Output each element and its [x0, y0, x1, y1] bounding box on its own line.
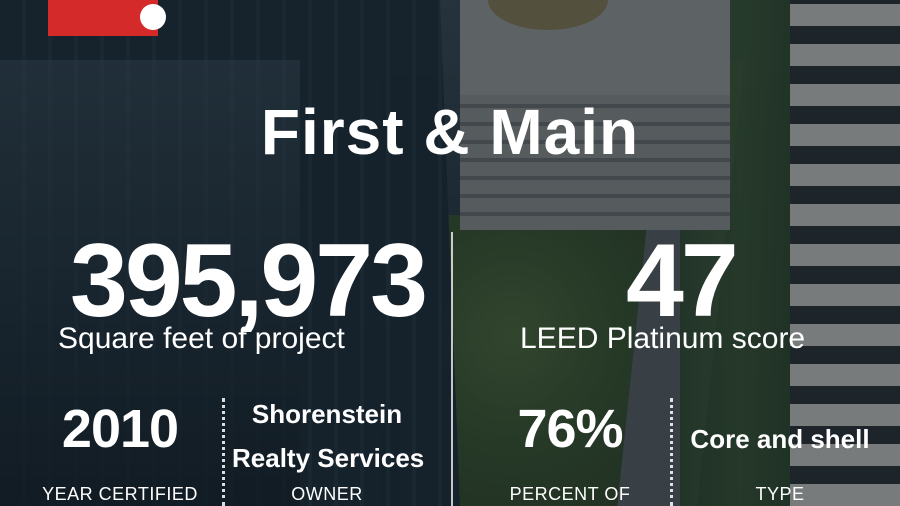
right-building [790, 0, 900, 506]
year-certified-value: 2010 [61, 399, 179, 459]
owner-line-2: Realty Services [232, 443, 425, 473]
dotted-divider [222, 398, 225, 506]
glass-tower-shadow [0, 60, 300, 506]
year-certified-label: YEAR CERTIFIED [42, 484, 198, 504]
type-value: Core and shell [690, 424, 870, 454]
owner-label: OWNER [291, 484, 363, 504]
percent-value: 76% [517, 399, 623, 459]
brand-logo [48, 0, 166, 36]
leed-score-label: LEED Platinum score [520, 322, 806, 355]
percent-label: PERCENT OF [509, 484, 631, 504]
owner-line-1: Shorenstein [251, 399, 403, 429]
dotted-divider-right [670, 398, 673, 506]
leed-score-value: 47 [626, 223, 739, 339]
square-feet-label: Square feet of project [58, 322, 345, 355]
logo-mark-icon [140, 4, 166, 30]
type-label: TYPE [755, 484, 805, 504]
page-title: First & Main [260, 96, 640, 168]
center-divider [451, 232, 453, 506]
square-feet-value: 395,973 [70, 223, 428, 339]
